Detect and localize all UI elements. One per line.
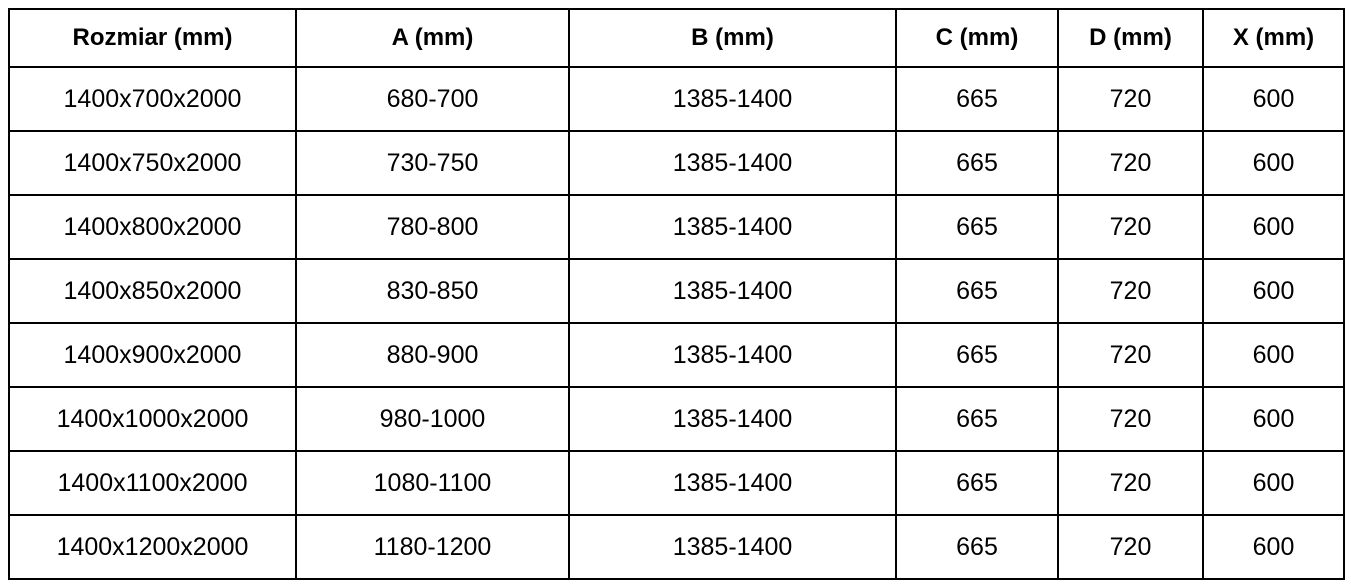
column-header-a: A (mm) [295, 8, 570, 68]
cell-b: 1385-1400 [568, 66, 897, 132]
cell-rozmiar: 1400x750x2000 [8, 130, 297, 196]
cell-x: 600 [1202, 258, 1345, 324]
cell-a: 680-700 [295, 66, 570, 132]
table-row: 1400x800x2000 780-800 1385-1400 665 720 … [8, 194, 1345, 260]
cell-x: 600 [1202, 514, 1345, 580]
cell-c: 665 [895, 130, 1059, 196]
cell-a: 1080-1100 [295, 450, 570, 516]
cell-d: 720 [1057, 450, 1204, 516]
column-header-b: B (mm) [568, 8, 897, 68]
size-spec-table: Rozmiar (mm) A (mm) B (mm) C (mm) D (mm)… [8, 8, 1345, 580]
cell-d: 720 [1057, 258, 1204, 324]
cell-a: 980-1000 [295, 386, 570, 452]
table-row: 1400x1000x2000 980-1000 1385-1400 665 72… [8, 386, 1345, 452]
cell-x: 600 [1202, 194, 1345, 260]
cell-rozmiar: 1400x900x2000 [8, 322, 297, 388]
cell-b: 1385-1400 [568, 194, 897, 260]
column-header-x: X (mm) [1202, 8, 1345, 68]
cell-x: 600 [1202, 322, 1345, 388]
cell-rozmiar: 1400x1200x2000 [8, 514, 297, 580]
cell-b: 1385-1400 [568, 322, 897, 388]
cell-c: 665 [895, 450, 1059, 516]
cell-d: 720 [1057, 386, 1204, 452]
column-header-c: C (mm) [895, 8, 1059, 68]
cell-b: 1385-1400 [568, 450, 897, 516]
cell-d: 720 [1057, 514, 1204, 580]
cell-d: 720 [1057, 66, 1204, 132]
cell-b: 1385-1400 [568, 514, 897, 580]
table-row: 1400x700x2000 680-700 1385-1400 665 720 … [8, 66, 1345, 132]
cell-c: 665 [895, 258, 1059, 324]
cell-a: 830-850 [295, 258, 570, 324]
table-row: 1400x750x2000 730-750 1385-1400 665 720 … [8, 130, 1345, 196]
table-row: 1400x850x2000 830-850 1385-1400 665 720 … [8, 258, 1345, 324]
cell-b: 1385-1400 [568, 130, 897, 196]
cell-b: 1385-1400 [568, 258, 897, 324]
cell-a: 780-800 [295, 194, 570, 260]
cell-rozmiar: 1400x850x2000 [8, 258, 297, 324]
cell-d: 720 [1057, 194, 1204, 260]
cell-a: 1180-1200 [295, 514, 570, 580]
cell-rozmiar: 1400x1000x2000 [8, 386, 297, 452]
cell-rozmiar: 1400x1100x2000 [8, 450, 297, 516]
cell-c: 665 [895, 514, 1059, 580]
cell-d: 720 [1057, 130, 1204, 196]
cell-d: 720 [1057, 322, 1204, 388]
table-row: 1400x1100x2000 1080-1100 1385-1400 665 7… [8, 450, 1345, 516]
cell-c: 665 [895, 386, 1059, 452]
cell-x: 600 [1202, 386, 1345, 452]
cell-rozmiar: 1400x800x2000 [8, 194, 297, 260]
table-row: 1400x1200x2000 1180-1200 1385-1400 665 7… [8, 514, 1345, 580]
cell-x: 600 [1202, 66, 1345, 132]
header-row: Rozmiar (mm) A (mm) B (mm) C (mm) D (mm)… [8, 8, 1345, 68]
cell-x: 600 [1202, 130, 1345, 196]
cell-a: 730-750 [295, 130, 570, 196]
column-header-d: D (mm) [1057, 8, 1204, 68]
cell-a: 880-900 [295, 322, 570, 388]
cell-c: 665 [895, 66, 1059, 132]
cell-c: 665 [895, 194, 1059, 260]
cell-c: 665 [895, 322, 1059, 388]
column-header-rozmiar: Rozmiar (mm) [8, 8, 297, 68]
cell-b: 1385-1400 [568, 386, 897, 452]
cell-rozmiar: 1400x700x2000 [8, 66, 297, 132]
cell-x: 600 [1202, 450, 1345, 516]
table-row: 1400x900x2000 880-900 1385-1400 665 720 … [8, 322, 1345, 388]
